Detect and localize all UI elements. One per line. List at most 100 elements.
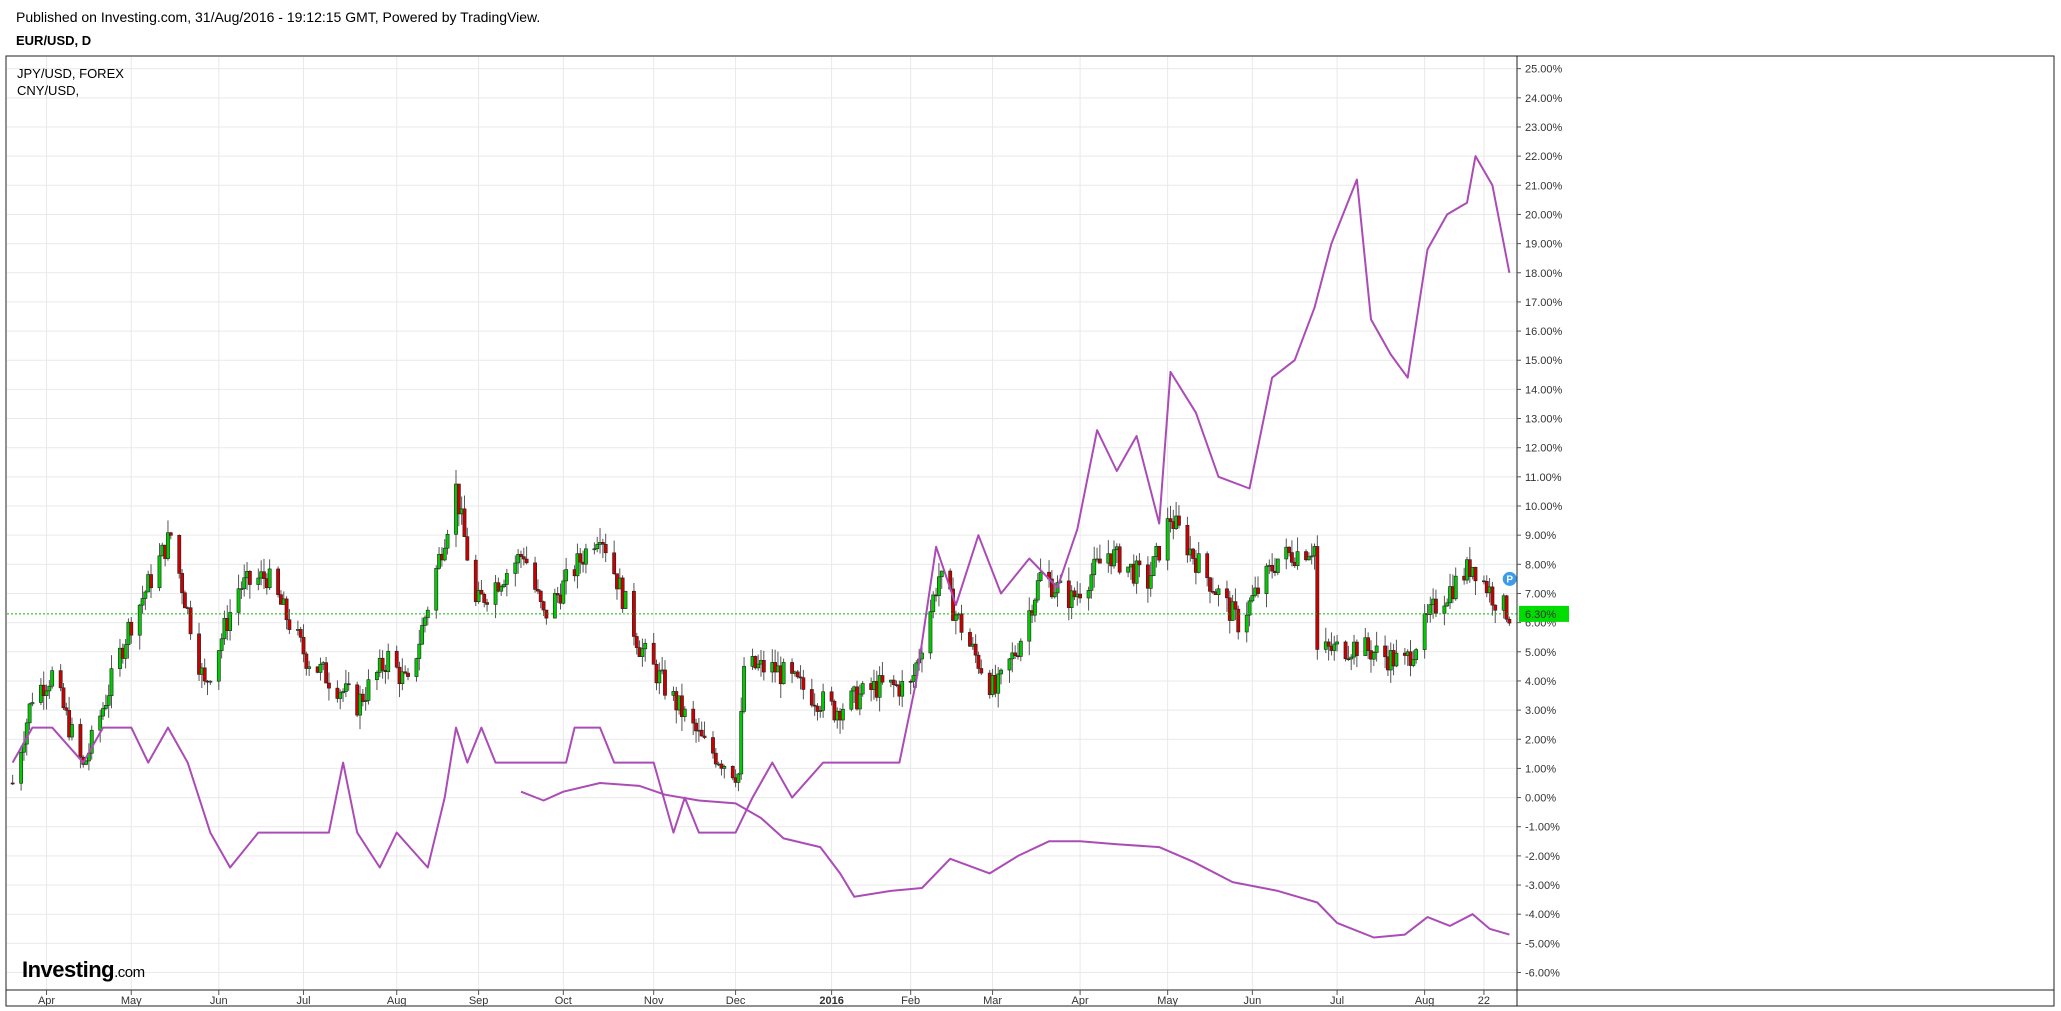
candle-body — [61, 687, 66, 709]
x-tick-label: May — [1157, 995, 1178, 1007]
candle-body — [123, 644, 128, 659]
candle-body — [1473, 566, 1478, 582]
candle-body — [1349, 656, 1354, 660]
candle-body — [1371, 652, 1376, 660]
candle-body — [400, 671, 405, 684]
candle-body — [1216, 588, 1221, 595]
eur-usd-candles — [10, 470, 1512, 792]
marker-p-label: P — [1506, 574, 1513, 585]
candle-body — [1394, 652, 1399, 667]
series-line-jpy — [11, 155, 1511, 869]
candle-body — [711, 737, 715, 754]
candle-body — [937, 576, 941, 596]
marker-p[interactable]: P — [1502, 571, 1517, 586]
candle-body — [722, 765, 727, 769]
candle-body — [1428, 604, 1433, 615]
candle-body — [188, 607, 193, 635]
compare-series — [11, 155, 1511, 939]
y-tick-label: 25.00% — [1525, 64, 1563, 76]
legend: JPY/USD, FOREX CNY/USD, — [17, 65, 124, 99]
candle-body — [643, 642, 648, 650]
candle-body — [682, 708, 687, 717]
y-tick-label: 18.00% — [1525, 268, 1563, 280]
candle-body — [1027, 610, 1032, 642]
candle-body — [437, 553, 441, 569]
candle-body — [366, 679, 371, 701]
candle-body — [603, 543, 608, 554]
candle-body — [600, 542, 605, 545]
candle-body — [1434, 598, 1438, 614]
candle-body — [533, 562, 537, 590]
candle-body — [900, 681, 905, 697]
candle-body — [1225, 588, 1229, 599]
candle-body — [756, 663, 761, 669]
candle-body — [809, 689, 814, 706]
candle-body — [1374, 645, 1379, 653]
marker-p-icon[interactable] — [1502, 571, 1517, 586]
candle-body — [1177, 515, 1181, 526]
y-tick-label: -4.00% — [1525, 909, 1560, 921]
candle-body — [928, 611, 933, 654]
candle-body — [790, 662, 794, 674]
candle-body — [761, 660, 766, 673]
candle-body — [1208, 577, 1212, 592]
current-price-label: 6.30% — [1525, 609, 1556, 621]
y-tick-label: 22.00% — [1525, 151, 1563, 163]
candle-body — [1205, 553, 1210, 579]
x-tick-label: Dec — [726, 995, 746, 1007]
candle-body — [442, 547, 447, 561]
candle-body — [781, 662, 786, 685]
candle-body — [70, 724, 74, 738]
x-tick-label: Apr — [38, 995, 55, 1007]
candle-body — [1422, 613, 1427, 650]
y-tick-label: -2.00% — [1525, 851, 1560, 863]
logo-text: Investing — [22, 957, 115, 982]
candle-body — [50, 670, 55, 687]
candle-body — [1295, 551, 1300, 567]
investing-logo[interactable]: Investing.com — [22, 957, 145, 983]
candle-body — [595, 544, 600, 550]
candle-body — [1007, 658, 1012, 671]
candle-body — [103, 705, 108, 709]
y-tick-label: 19.00% — [1525, 239, 1563, 251]
candle-body — [1236, 608, 1241, 633]
candle-body — [78, 724, 83, 758]
candle-body — [694, 722, 698, 732]
chart-frame — [5, 55, 2055, 1007]
candle-body — [821, 691, 826, 711]
candle-body — [1168, 518, 1173, 522]
candle-body — [1233, 601, 1238, 610]
candle-body — [578, 553, 583, 563]
candle-body — [742, 666, 746, 712]
candle-body — [1013, 652, 1018, 657]
candle-body — [663, 669, 667, 696]
candle-body — [812, 704, 817, 707]
candle-body — [555, 593, 560, 596]
candle-body — [691, 708, 696, 724]
series-line-cny — [520, 782, 1510, 939]
candle-body — [612, 552, 617, 575]
candle-body — [651, 642, 656, 665]
candle-body — [753, 656, 758, 669]
candle-body — [1366, 637, 1371, 651]
candle-body — [891, 679, 896, 685]
candle-body — [736, 773, 741, 783]
candle-body — [1230, 601, 1235, 621]
candle-body — [1089, 574, 1094, 591]
candle-body — [502, 584, 506, 587]
candle-body — [1185, 524, 1190, 556]
candle-body — [479, 589, 484, 595]
time-axis: Apr May Jun Jul Aug Sep Oct Nov Dec 2016 Feb Mar Apr… — [38, 990, 1490, 1007]
candle-body — [89, 729, 94, 754]
candle-body — [358, 693, 362, 716]
candle-body — [19, 751, 24, 784]
candle-body — [857, 693, 862, 710]
candle-body — [327, 682, 331, 689]
candle-body — [829, 691, 834, 702]
candle-body — [1134, 560, 1139, 584]
x-tick-label: Aug — [1415, 995, 1435, 1007]
candle-body — [1165, 518, 1170, 561]
candle-body — [860, 683, 865, 695]
candle-body — [1493, 604, 1498, 611]
candle-body — [465, 536, 470, 561]
